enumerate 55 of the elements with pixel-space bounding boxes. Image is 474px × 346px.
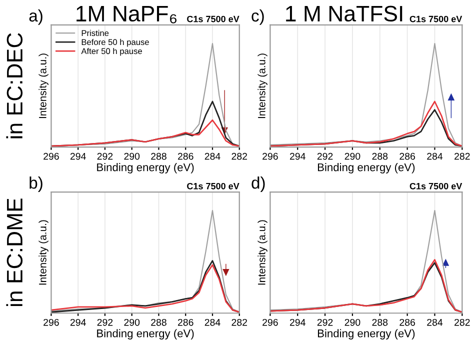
text: b): [30, 176, 42, 192]
text: a): [29, 9, 42, 25]
x-tick-label: 288: [151, 152, 166, 160]
x-tick-label: 294: [290, 152, 306, 160]
x-tick-label: 284: [427, 152, 443, 160]
x-tick-label: 282: [454, 152, 470, 160]
chart-title: C1s 7500 eV: [187, 182, 240, 190]
y-axis-title: Intensity (a.u.): [258, 54, 268, 118]
x-tick-label: 296: [44, 318, 59, 326]
x-tick-label: 292: [317, 318, 333, 326]
x-axis-title: Binding energy (eV): [97, 329, 194, 340]
x-tick-label: 286: [178, 152, 194, 160]
x-tick-label: 292: [317, 152, 333, 160]
x-tick-label: 292: [97, 152, 113, 160]
text: c): [252, 9, 264, 25]
text: in EC:DME: [6, 198, 23, 306]
x-tick-label: 294: [70, 318, 86, 326]
x-axis-title: Binding energy (eV): [318, 163, 415, 174]
x-tick-label: 286: [400, 318, 415, 326]
x-tick-label: 292: [97, 318, 113, 326]
x-tick-label: 286: [178, 318, 194, 326]
x-axis-title: Binding energy (eV): [97, 163, 194, 174]
x-axis-title: Binding energy (eV): [318, 329, 415, 340]
y-axis-title: Intensity (a.u.): [258, 220, 268, 285]
x-tick-label: 282: [232, 152, 247, 160]
text: 1 M NaTFSI: [286, 6, 402, 22]
y-axis-title: Intensity (a.u.): [38, 54, 48, 118]
chart-title: C1s 7500 eV: [410, 182, 462, 190]
x-tick-label: 290: [344, 152, 360, 160]
x-tick-label: 296: [262, 318, 278, 326]
x-tick-label: 296: [44, 152, 59, 160]
x-tick-label: 290: [124, 318, 140, 326]
legend-label: Pristine: [82, 30, 109, 36]
x-tick-label: 284: [204, 152, 220, 160]
x-tick-label: 286: [400, 152, 415, 160]
x-tick-label: 288: [372, 152, 388, 160]
x-tick-label: 284: [204, 318, 220, 326]
x-tick-label: 296: [262, 152, 278, 160]
legend-label: After 50 h pause: [81, 48, 142, 56]
legend-label: Before 50 h pause: [82, 38, 149, 47]
text: 1M NaPF₆: [76, 6, 176, 24]
chart-title: C1s 7500 eV: [187, 16, 240, 22]
x-tick-label: 288: [372, 318, 388, 326]
x-tick-label: 294: [70, 152, 86, 160]
chart-title: C1s 7500 eV: [410, 16, 462, 22]
x-tick-label: 290: [344, 318, 360, 326]
y-axis-title: Intensity (a.u.): [38, 220, 48, 285]
text: d): [252, 176, 265, 192]
text: in EC:DEC: [6, 33, 23, 138]
x-tick-label: 282: [232, 318, 247, 326]
x-tick-label: 282: [454, 318, 470, 326]
x-tick-label: 294: [290, 318, 306, 326]
x-tick-label: 284: [427, 318, 443, 326]
x-tick-label: 288: [151, 318, 166, 326]
x-tick-label: 290: [124, 152, 140, 160]
